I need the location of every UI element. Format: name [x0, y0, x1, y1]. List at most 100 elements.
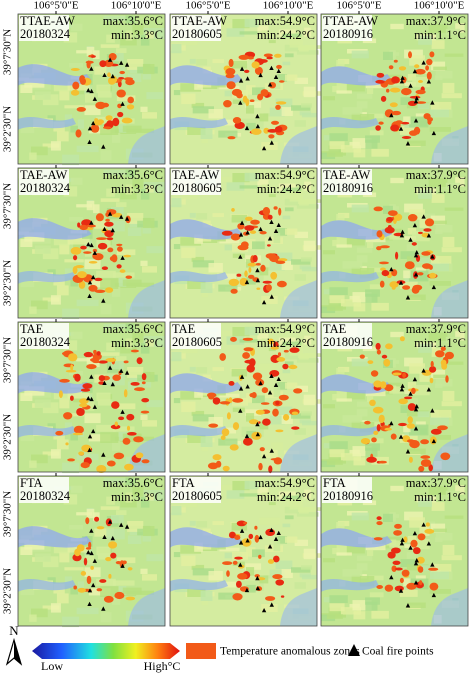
hot-spot	[424, 528, 435, 534]
terrain-patch	[353, 457, 366, 466]
terrain-patch	[122, 125, 142, 132]
terrain-patch	[366, 395, 374, 402]
hot-spot	[110, 424, 121, 430]
terrain-patch	[430, 101, 452, 110]
terrain-patch	[291, 413, 311, 419]
terrain-patch	[455, 23, 465, 33]
hot-spot	[259, 231, 267, 235]
terrain-patch	[34, 245, 51, 254]
terrain-patch	[371, 610, 389, 619]
hot-spot	[270, 346, 279, 350]
hot-spot	[105, 557, 112, 562]
hot-spot	[114, 421, 119, 427]
lon-label: 106°5'0"E	[33, 0, 78, 12]
hot-spot	[426, 71, 432, 80]
hot-spot	[254, 534, 260, 543]
terrain-patch	[59, 551, 70, 563]
hot-spot	[376, 246, 382, 251]
hot-spot	[273, 555, 280, 563]
terrain-patch	[53, 84, 70, 92]
terrain-patch	[129, 222, 137, 227]
terrain-patch	[296, 50, 319, 55]
terrain-patch	[70, 279, 78, 287]
hot-spot	[231, 208, 235, 212]
hot-spot	[79, 224, 88, 231]
coal-fire-point	[255, 277, 261, 283]
terrain-patch	[359, 576, 375, 587]
terrain-patch	[196, 213, 208, 220]
terrain-patch	[96, 392, 111, 402]
terrain-patch	[100, 586, 119, 597]
hot-spot	[389, 102, 398, 108]
hot-spot	[359, 354, 365, 359]
terrain-patch	[275, 252, 293, 261]
hot-spot	[101, 266, 108, 270]
terrain-patch	[342, 261, 363, 269]
terrain-patch	[84, 105, 101, 116]
hot-spot	[406, 423, 415, 429]
hot-spot	[380, 267, 386, 271]
terrain-patch	[180, 83, 202, 92]
terrain-patch	[328, 607, 346, 618]
coal-fire-point	[408, 391, 413, 396]
terrain-patch	[356, 255, 368, 263]
terrain-patch	[455, 177, 465, 187]
terrain-patch	[201, 447, 209, 452]
terrain-patch	[261, 450, 278, 458]
hot-spot	[376, 585, 383, 589]
hot-spot	[398, 398, 408, 405]
hot-spot	[386, 88, 390, 93]
hot-spot	[376, 349, 381, 355]
terrain-patch	[301, 112, 317, 118]
terrain-patch	[142, 218, 155, 229]
hot-spot	[114, 591, 125, 600]
hot-spot	[133, 436, 144, 443]
terrain-patch	[232, 253, 245, 258]
hot-spot	[252, 255, 258, 263]
hot-spot	[262, 280, 272, 284]
max-label: max:54.9°C	[255, 476, 315, 490]
coal-fire-point	[245, 538, 250, 543]
terrain-patch	[269, 261, 285, 271]
terrain-patch	[261, 492, 269, 499]
terrain-patch	[415, 267, 426, 272]
hot-spot	[67, 458, 75, 462]
terrain-patch	[301, 266, 317, 272]
hot-spot	[415, 89, 426, 95]
terrain-patch	[417, 257, 430, 264]
terrain-patch	[304, 27, 312, 37]
hot-spot	[88, 284, 98, 292]
terrain-patch	[69, 62, 84, 68]
terrain-patch	[189, 58, 196, 64]
hot-spot	[86, 224, 96, 228]
terrain-patch	[301, 565, 312, 570]
terrain-patch	[365, 390, 386, 397]
hot-spot	[272, 574, 283, 580]
terrain-patch	[118, 124, 127, 133]
north-label: N	[9, 623, 19, 638]
hot-spot	[221, 428, 230, 437]
terrain-patch	[294, 385, 308, 392]
hot-spot	[248, 274, 255, 279]
coal-fire-point	[238, 78, 244, 83]
hot-spot	[70, 68, 80, 71]
terrain-patch	[100, 612, 112, 623]
hot-spot	[90, 124, 100, 133]
terrain-patch	[42, 248, 59, 260]
hot-spot	[227, 136, 236, 140]
hot-spot	[252, 372, 263, 381]
date-label: 20180605	[172, 181, 222, 195]
hot-spot	[96, 588, 103, 592]
hot-spot	[229, 444, 239, 451]
terrain-patch	[406, 90, 419, 97]
terrain-patch	[326, 614, 343, 619]
terrain-patch	[20, 433, 35, 442]
terrain-patch	[231, 368, 248, 377]
terrain-patch	[42, 451, 60, 456]
terrain-patch	[245, 563, 262, 570]
terrain-patch	[444, 515, 464, 519]
coal-fire-point	[107, 365, 113, 370]
terrain-patch	[132, 486, 144, 497]
